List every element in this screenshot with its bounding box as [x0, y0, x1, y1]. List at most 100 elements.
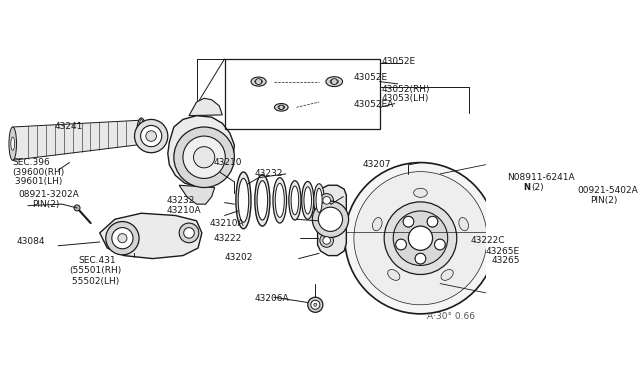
Circle shape — [332, 78, 337, 85]
Text: N08911-6241A: N08911-6241A — [508, 173, 575, 182]
Ellipse shape — [139, 119, 144, 145]
Ellipse shape — [511, 212, 528, 234]
Text: SEC.396: SEC.396 — [12, 158, 50, 167]
Circle shape — [320, 193, 333, 207]
Circle shape — [403, 217, 413, 227]
Text: 43210A: 43210A — [209, 219, 244, 228]
Ellipse shape — [275, 103, 288, 111]
Ellipse shape — [428, 219, 437, 225]
Ellipse shape — [416, 256, 425, 262]
Text: 43052EA: 43052EA — [353, 100, 394, 109]
Ellipse shape — [255, 174, 270, 226]
Circle shape — [415, 253, 426, 264]
Text: 43202: 43202 — [225, 253, 253, 262]
Ellipse shape — [372, 218, 382, 231]
Circle shape — [141, 125, 162, 147]
Ellipse shape — [9, 127, 17, 160]
Circle shape — [435, 239, 445, 250]
Polygon shape — [189, 98, 222, 116]
Polygon shape — [168, 116, 234, 187]
Text: 43232: 43232 — [255, 169, 283, 179]
Circle shape — [106, 222, 139, 255]
Ellipse shape — [435, 241, 444, 247]
Ellipse shape — [251, 77, 266, 86]
Polygon shape — [100, 213, 202, 259]
Circle shape — [393, 211, 448, 266]
Circle shape — [308, 297, 323, 312]
Circle shape — [184, 228, 195, 238]
Ellipse shape — [515, 215, 525, 231]
Polygon shape — [565, 225, 569, 246]
Text: 08921-3202A: 08921-3202A — [18, 190, 79, 199]
Ellipse shape — [316, 188, 322, 212]
Text: 43265: 43265 — [492, 256, 520, 265]
Circle shape — [193, 147, 214, 168]
Circle shape — [255, 78, 262, 85]
Text: SEC.431: SEC.431 — [79, 256, 116, 265]
Ellipse shape — [11, 137, 15, 150]
Text: 43210: 43210 — [213, 158, 242, 167]
Circle shape — [314, 303, 317, 306]
Circle shape — [345, 163, 496, 314]
Ellipse shape — [291, 186, 299, 215]
Ellipse shape — [459, 218, 468, 231]
Text: PIN(2): PIN(2) — [31, 200, 59, 209]
Ellipse shape — [388, 269, 400, 280]
Text: 43052(RH): 43052(RH) — [382, 85, 430, 94]
Circle shape — [427, 217, 438, 227]
Ellipse shape — [257, 181, 268, 220]
Ellipse shape — [255, 79, 262, 84]
Ellipse shape — [236, 172, 251, 229]
Text: N: N — [524, 183, 531, 192]
Circle shape — [174, 127, 234, 187]
Circle shape — [318, 207, 342, 231]
Circle shape — [134, 119, 168, 153]
Ellipse shape — [413, 188, 428, 198]
Text: 00921-5402A: 00921-5402A — [578, 186, 639, 195]
Polygon shape — [317, 185, 346, 256]
Text: 43222: 43222 — [213, 234, 241, 243]
Ellipse shape — [289, 181, 301, 220]
Circle shape — [179, 223, 199, 243]
Circle shape — [183, 136, 225, 179]
Circle shape — [354, 171, 487, 305]
Ellipse shape — [326, 77, 342, 87]
Ellipse shape — [516, 218, 523, 228]
Polygon shape — [13, 120, 141, 160]
Text: 43052E: 43052E — [382, 57, 416, 67]
Circle shape — [396, 239, 406, 250]
Text: 43053(LH): 43053(LH) — [382, 94, 429, 103]
Text: (2): (2) — [531, 183, 543, 192]
Circle shape — [118, 234, 127, 243]
Text: 43222C: 43222C — [470, 236, 505, 245]
Circle shape — [323, 237, 330, 244]
Text: 43232: 43232 — [166, 196, 195, 205]
Text: 43207: 43207 — [363, 160, 392, 169]
Ellipse shape — [137, 118, 146, 147]
Circle shape — [408, 226, 433, 250]
Circle shape — [435, 239, 445, 250]
Circle shape — [396, 239, 406, 250]
Ellipse shape — [314, 184, 324, 217]
Circle shape — [311, 300, 320, 309]
Text: 43241: 43241 — [54, 122, 83, 131]
Text: (39600(RH): (39600(RH) — [12, 168, 64, 177]
Ellipse shape — [238, 179, 249, 222]
Ellipse shape — [404, 219, 413, 225]
Ellipse shape — [530, 225, 540, 237]
Polygon shape — [179, 185, 214, 204]
Ellipse shape — [541, 228, 554, 247]
Ellipse shape — [397, 241, 406, 247]
Text: 55502(LH): 55502(LH) — [70, 277, 120, 286]
Ellipse shape — [275, 183, 284, 217]
Circle shape — [146, 131, 156, 141]
Ellipse shape — [304, 187, 312, 214]
Circle shape — [415, 253, 426, 264]
Circle shape — [279, 105, 284, 110]
Ellipse shape — [441, 269, 453, 280]
Text: 43210A: 43210A — [166, 206, 201, 215]
Ellipse shape — [278, 105, 285, 109]
Text: (55501(RH): (55501(RH) — [70, 266, 122, 275]
Text: PIN(2): PIN(2) — [590, 196, 618, 205]
Circle shape — [384, 202, 457, 275]
